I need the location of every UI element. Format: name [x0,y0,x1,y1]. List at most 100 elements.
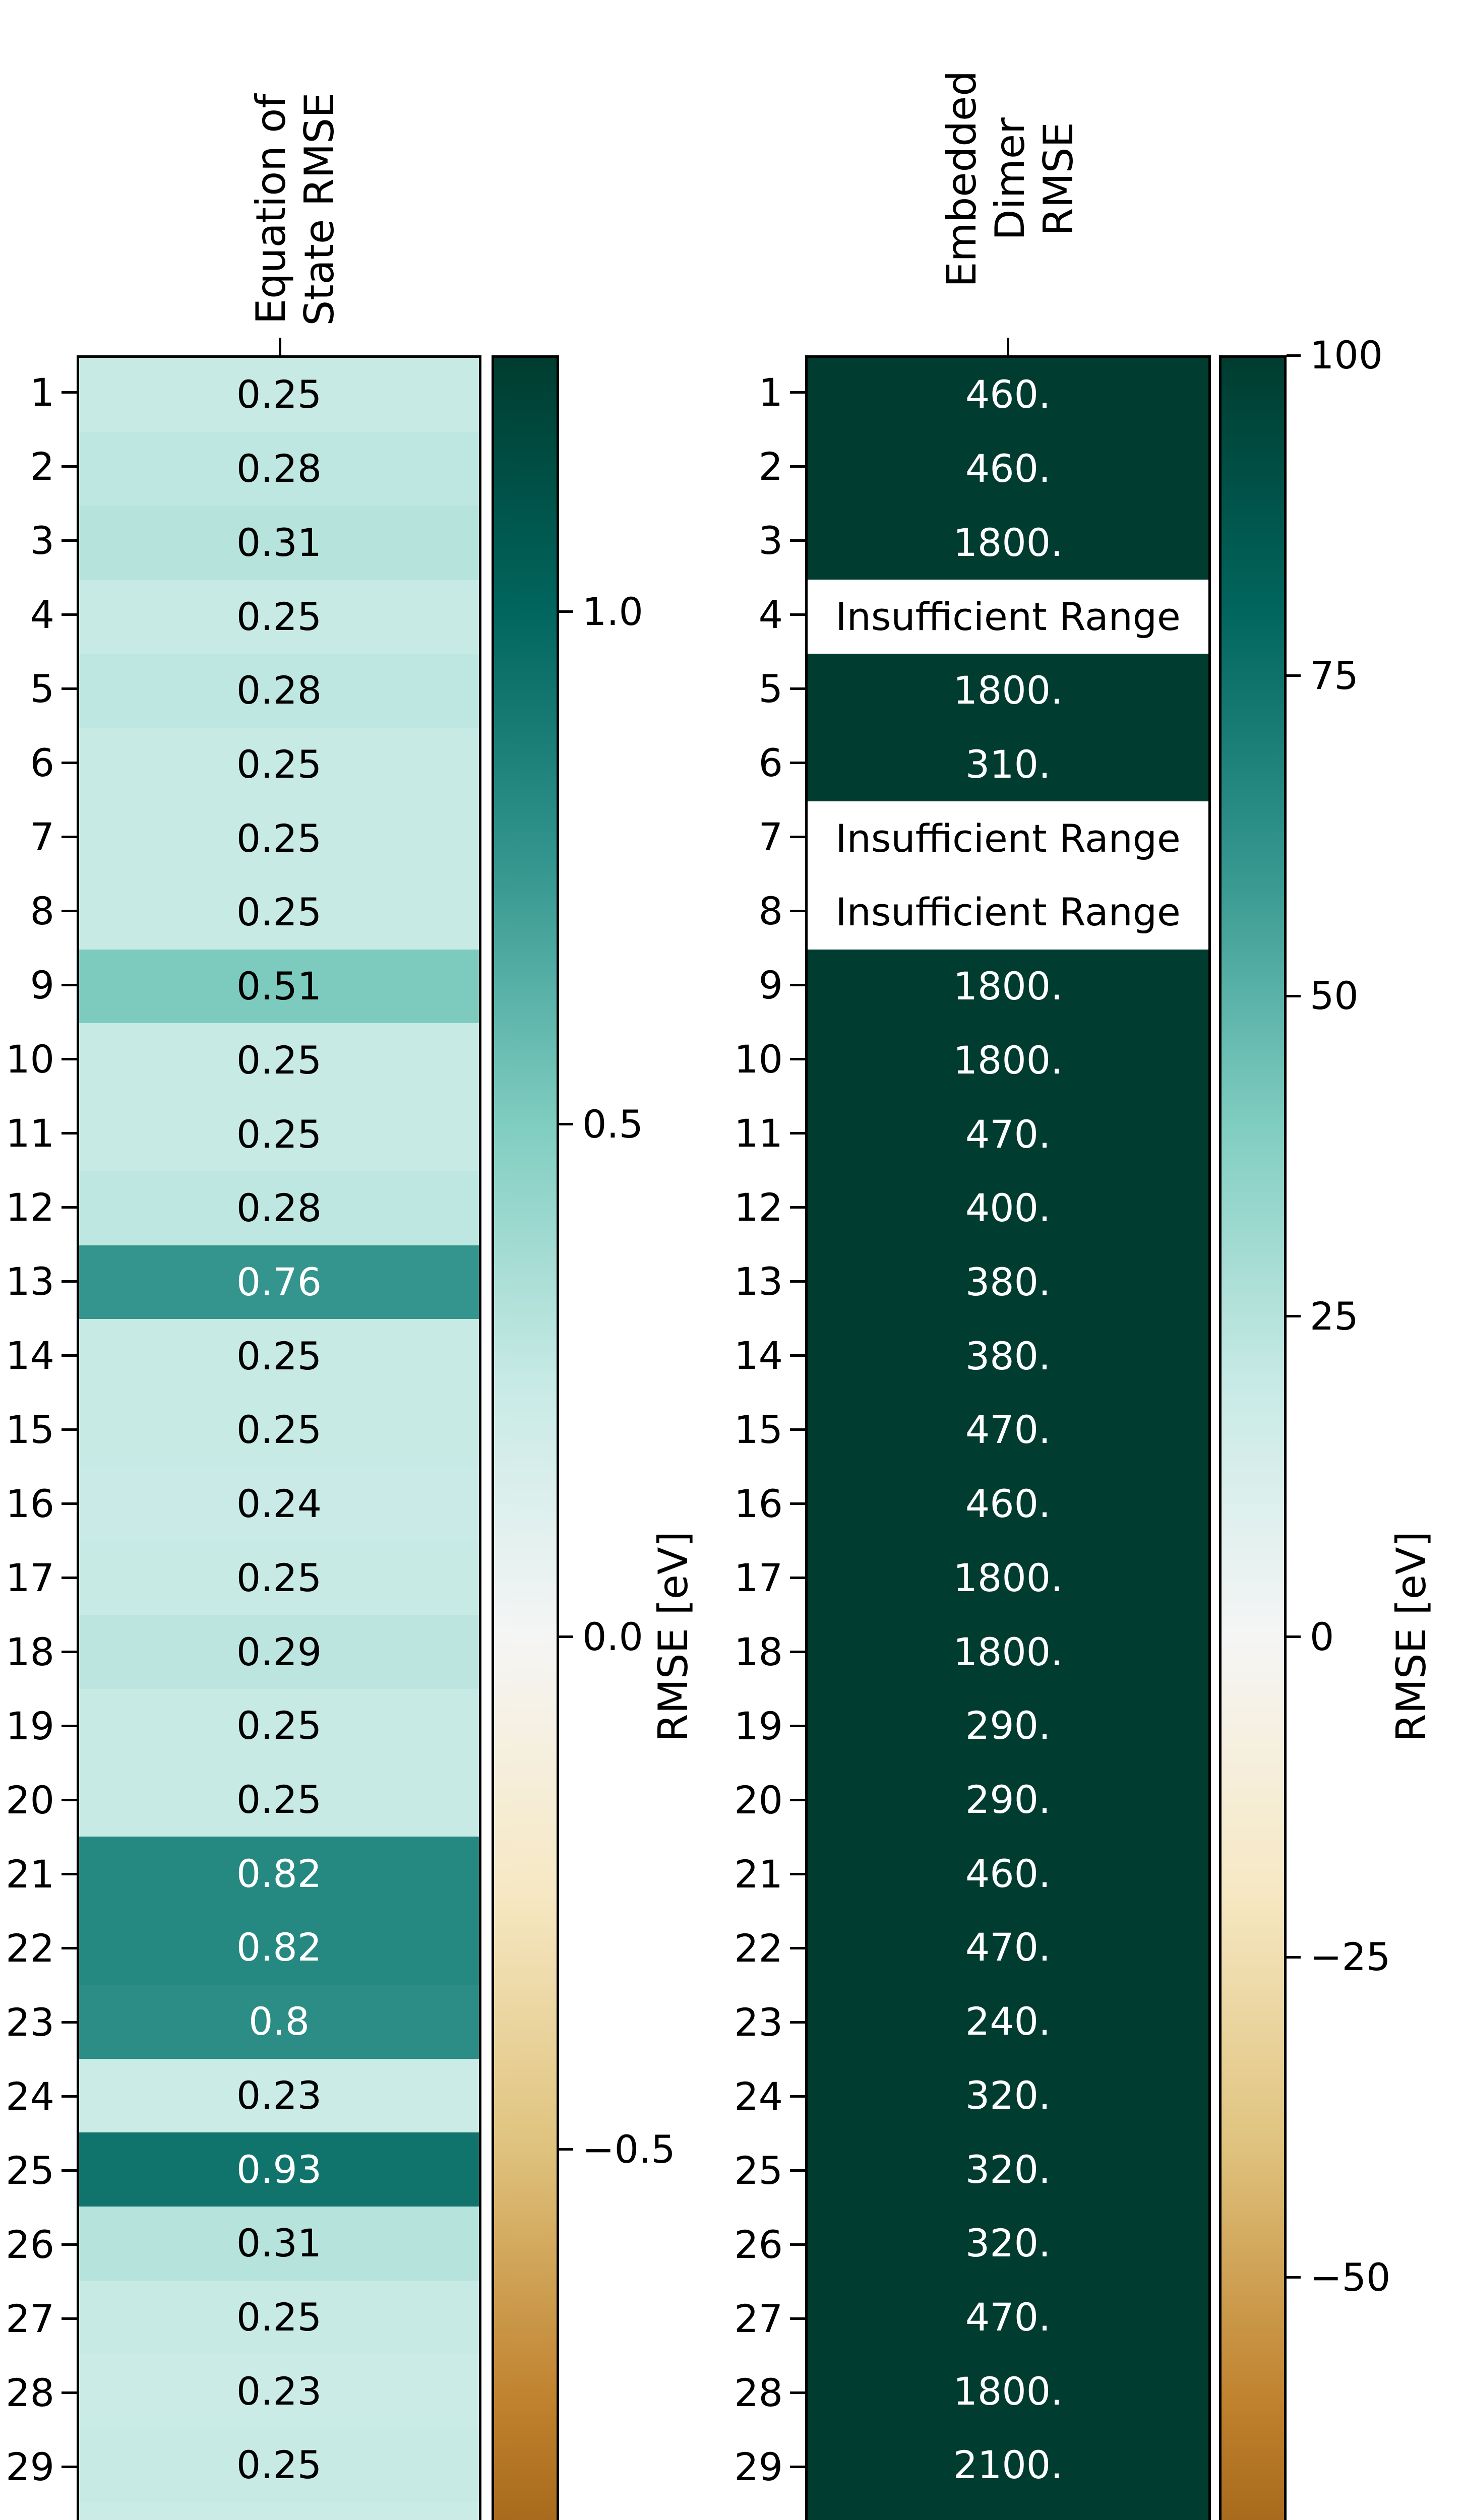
row-tick-mark [62,2317,77,2320]
row-tick-mark [790,1651,805,1653]
heatmap-cell: Insufficient Range [808,580,1208,654]
row-tick-mark [62,465,77,468]
heatmap-cell: 0.25 [79,875,479,950]
row-label: 30 [0,2504,77,2520]
eos-colorbar [492,355,559,2520]
heatmap-cell: 470. [808,1393,1208,1467]
row-tick-mark [62,391,77,394]
row-tick-mark [790,539,805,542]
row-label: 19 [0,1689,77,1763]
heatmap-cell: 0.82 [79,1837,479,1911]
heatmap-cell: 0.28 [79,653,479,728]
row-tick-mark [790,2466,805,2468]
row-label: 7 [0,800,77,874]
heatmap-cell: 1800. [808,949,1208,1024]
heatmap-cell: 0.82 [79,1911,479,1985]
colorbar-tick-label: −50 [1310,2254,1391,2300]
heatmap-cell: 460. [808,1467,1208,1541]
row-label: 11 [0,1096,77,1170]
dimer-top-tick-mark [1007,338,1009,355]
heatmap-cell: 1800. [808,1023,1208,1098]
eos-colorbar-gradient [494,358,557,2520]
row-label: 28 [0,2356,77,2430]
row-tick-mark [790,1873,805,1875]
colorbar-tick-mark [559,1635,573,1638]
heatmap-cell: 470. [808,2280,1208,2355]
row-label: 20 [670,1763,805,1837]
row-label: 5 [0,652,77,726]
heatmap-cell: 0.25 [79,1762,479,1837]
eos-row-labels: 1 2 3 4 5 6 7 8 9 10 11 12 13 14 15 16 17 18 19 20 21 22 23 24 2… [0,355,77,2520]
row-label: 12 [0,1170,77,1244]
colorbar-tick-label: −0.5 [582,2126,676,2172]
colorbar-tick-mark [1287,2276,1301,2279]
row-label: 12 [670,1170,805,1244]
heatmap-cell: 0.25 [79,2428,479,2502]
heatmap-cell: 0.28 [79,1171,479,1245]
heatmap-cell: 0.25 [79,1541,479,1615]
heatmap-cell: 460. [808,1837,1208,1911]
eos-top-tick-mark [279,338,281,355]
row-label: 28 [670,2356,805,2430]
colorbar-tick-mark [1287,1315,1301,1318]
row-tick-mark [790,1725,805,1727]
row-tick-mark [62,2466,77,2468]
heatmap-cell: 290. [808,1762,1208,1837]
row-tick-mark [62,1206,77,1209]
row-tick-mark [790,984,805,986]
heatmap-cell: 400. [808,1171,1208,1245]
heatmap-cell: 0.25 [79,1688,479,1763]
eos-colorbar-ticks: 1.00.50.0−0.5−1.0 [559,355,771,2520]
row-tick-mark [790,2021,805,2024]
row-label: 19 [670,1689,805,1763]
row-label: 16 [670,1467,805,1541]
row-tick-mark [62,1280,77,1283]
row-label: 6 [0,726,77,800]
heatmap-cell: 0.25 [79,358,479,432]
row-label: 30 [670,2504,805,2520]
row-label: 10 [670,1022,805,1096]
colorbar-tick-mark [1287,354,1301,357]
colorbar-tick: 0.5 [559,1105,643,1144]
row-tick-mark [62,1651,77,1653]
row-tick-mark [790,836,805,838]
heatmap-cell: 240. [808,1984,1208,2059]
eos-heatmap: 0.25 0.28 0.31 0.25 0.28 0.25 0.25 0.25 0.51 0.25… [77,355,481,2520]
row-label: 24 [670,2059,805,2133]
row-label: 16 [0,1467,77,1541]
heatmap-cell: 0.25 [79,801,479,876]
row-label: 3 [670,503,805,578]
row-label: 25 [0,2133,77,2208]
heatmap-cell: 0.23 [79,2354,479,2429]
row-tick-mark [62,1577,77,1579]
heatmap-cell: 0.25 [79,1319,479,1394]
colorbar-tick-mark [1287,1635,1301,1638]
heatmap-cell: 1800. [808,506,1208,580]
colorbar-tick-mark [559,610,573,613]
row-tick-mark [62,1354,77,1357]
row-label: 8 [0,874,77,948]
row-label: 13 [670,1244,805,1318]
heatmap-cell: 0.25 [79,2280,479,2355]
row-label: 29 [670,2430,805,2504]
row-tick-mark [790,2391,805,2394]
row-label: 21 [0,1837,77,1911]
row-tick-mark [790,1428,805,1431]
row-label: 1 [0,355,77,429]
colorbar-tick-label: 50 [1310,973,1359,1019]
heatmap-cell: 0.29 [79,1615,479,1689]
heatmap-cell: 0.93 [79,2132,479,2207]
row-tick-mark [790,391,805,394]
row-label: 25 [670,2133,805,2208]
heatmap-cell: 0.25 [79,1023,479,1098]
row-tick-mark [62,836,77,838]
row-tick-mark [790,1058,805,1060]
colorbar-tick-label: −25 [1310,1934,1391,1980]
row-label: 26 [670,2208,805,2282]
row-label: 14 [670,1318,805,1393]
row-tick-mark [790,1280,805,1283]
colorbar-tick-label: 1.0 [582,589,643,634]
row-tick-mark [62,613,77,616]
colorbar-tick-mark [559,2148,573,2151]
